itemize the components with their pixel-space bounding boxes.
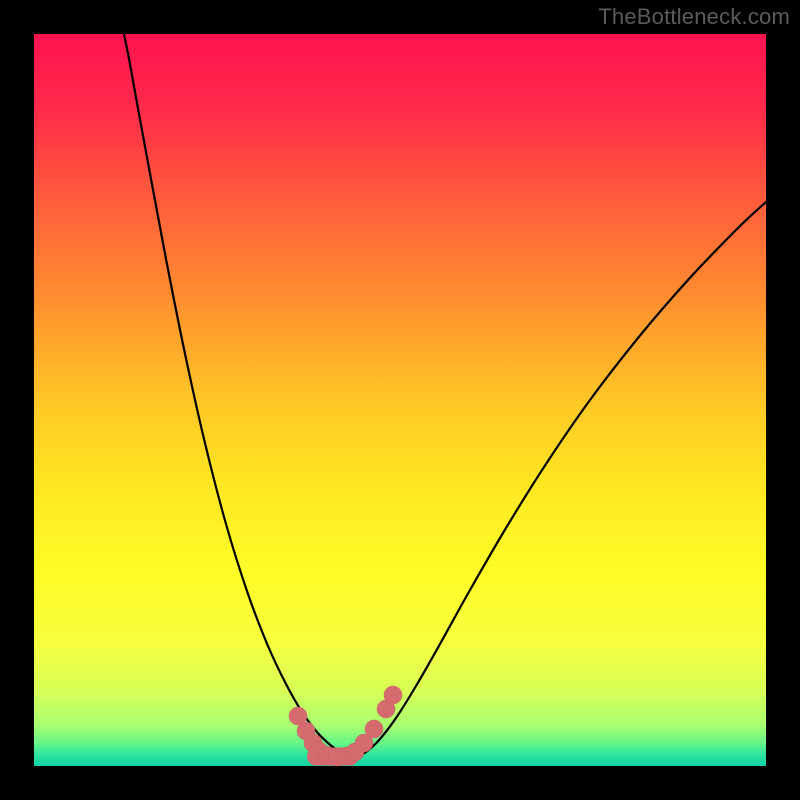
- marker-dot: [384, 686, 402, 704]
- plot-area: [34, 34, 766, 766]
- markers-group: [289, 686, 402, 766]
- chart-container: TheBottleneck.com: [0, 0, 800, 800]
- bottleneck-curve-path: [124, 34, 766, 757]
- marker-dot: [365, 720, 383, 738]
- watermark-text: TheBottleneck.com: [598, 4, 790, 30]
- bottleneck-curve: [34, 34, 766, 766]
